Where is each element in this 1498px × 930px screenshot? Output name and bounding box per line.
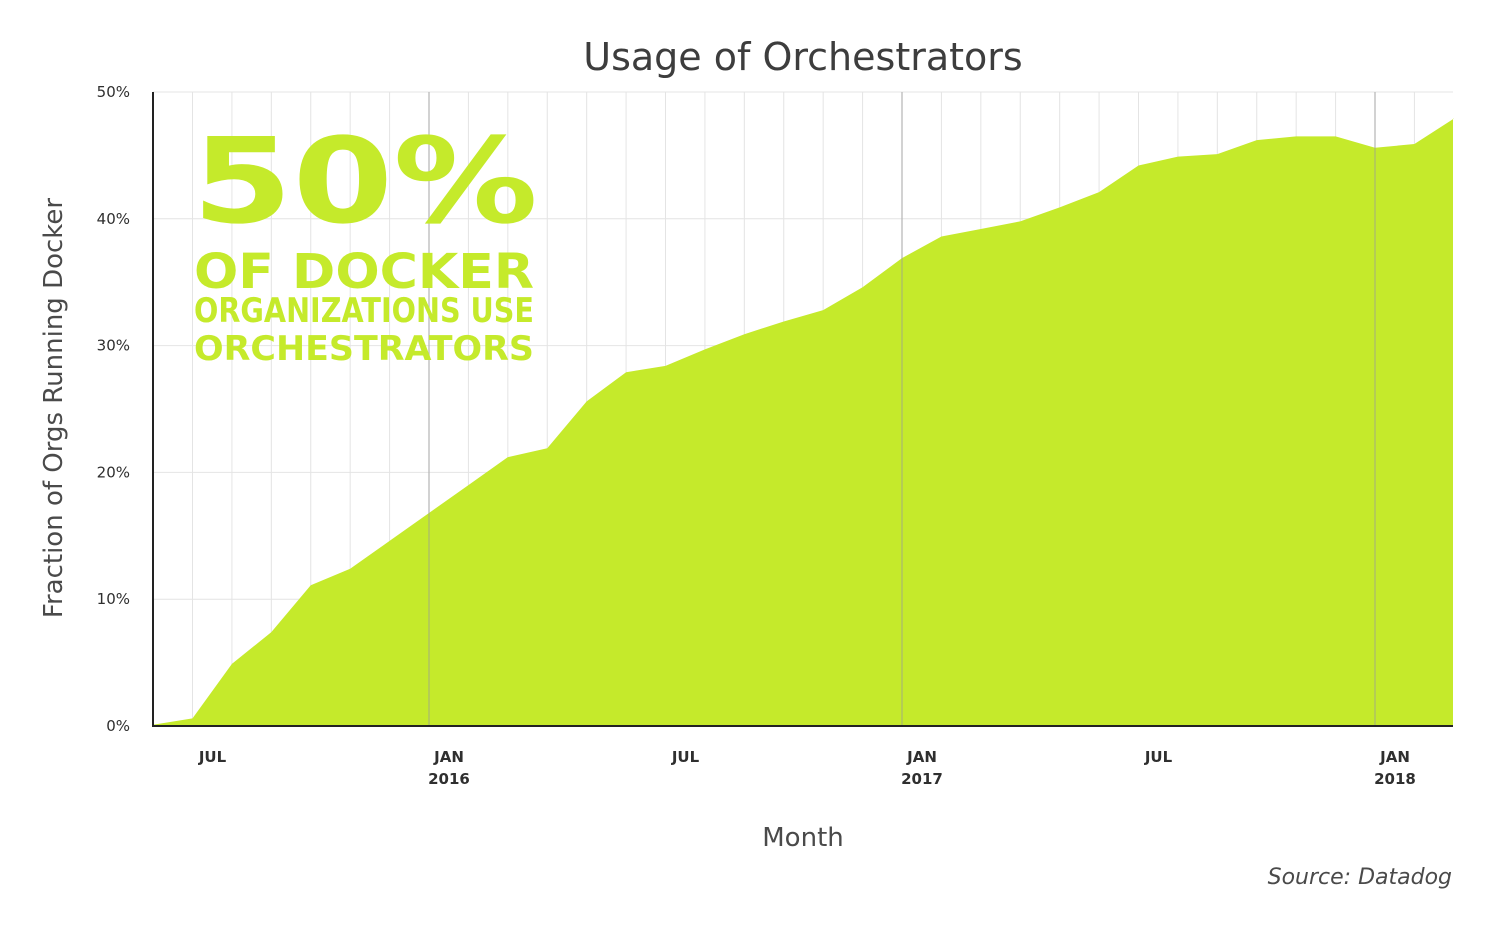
year-grid-lines (428, 92, 1376, 726)
callout: 50% OF DOCKER ORGANIZATIONS USE ORCHESTR… (192, 112, 538, 369)
x-axis-label: Month (762, 823, 844, 853)
x-tick-label: JAN (906, 748, 937, 766)
y-axis-label: Fraction of Orgs Running Docker (39, 198, 69, 619)
x-tick-label: JUL (198, 748, 227, 766)
callout-percent: 50% (192, 112, 538, 250)
callout-line-2: ORGANIZATIONS USE (194, 291, 534, 331)
callout-line-1: OF DOCKER (194, 244, 534, 300)
y-tick-label: 50% (97, 83, 130, 101)
x-tick-label: JUL (1144, 748, 1173, 766)
y-tick-label: 0% (106, 717, 130, 735)
x-tick-label: JAN (433, 748, 464, 766)
y-tick-label: 30% (97, 337, 130, 355)
y-tick-label: 20% (97, 463, 130, 481)
x-tick-year-label: 2017 (901, 770, 943, 788)
x-tick-labels: JUL JAN 2016 JUL JAN 2017 JUL JAN 2018 (198, 748, 1416, 788)
usage-area (153, 118, 1454, 727)
y-tick-label: 40% (97, 210, 130, 228)
chart-title: Usage of Orchestrators (583, 35, 1022, 79)
axes (152, 92, 1453, 727)
x-tick-year-label: 2018 (1374, 770, 1416, 788)
x-tick-label: JAN (1379, 748, 1410, 766)
source-note: Source: Datadog (1268, 865, 1452, 890)
y-tick-label: 10% (97, 590, 130, 608)
callout-line-3: ORCHESTRATORS (194, 329, 534, 369)
x-tick-year-label: 2016 (428, 770, 470, 788)
x-tick-label: JUL (671, 748, 700, 766)
y-tick-labels: 0% 10% 20% 30% 40% 50% (97, 83, 130, 735)
